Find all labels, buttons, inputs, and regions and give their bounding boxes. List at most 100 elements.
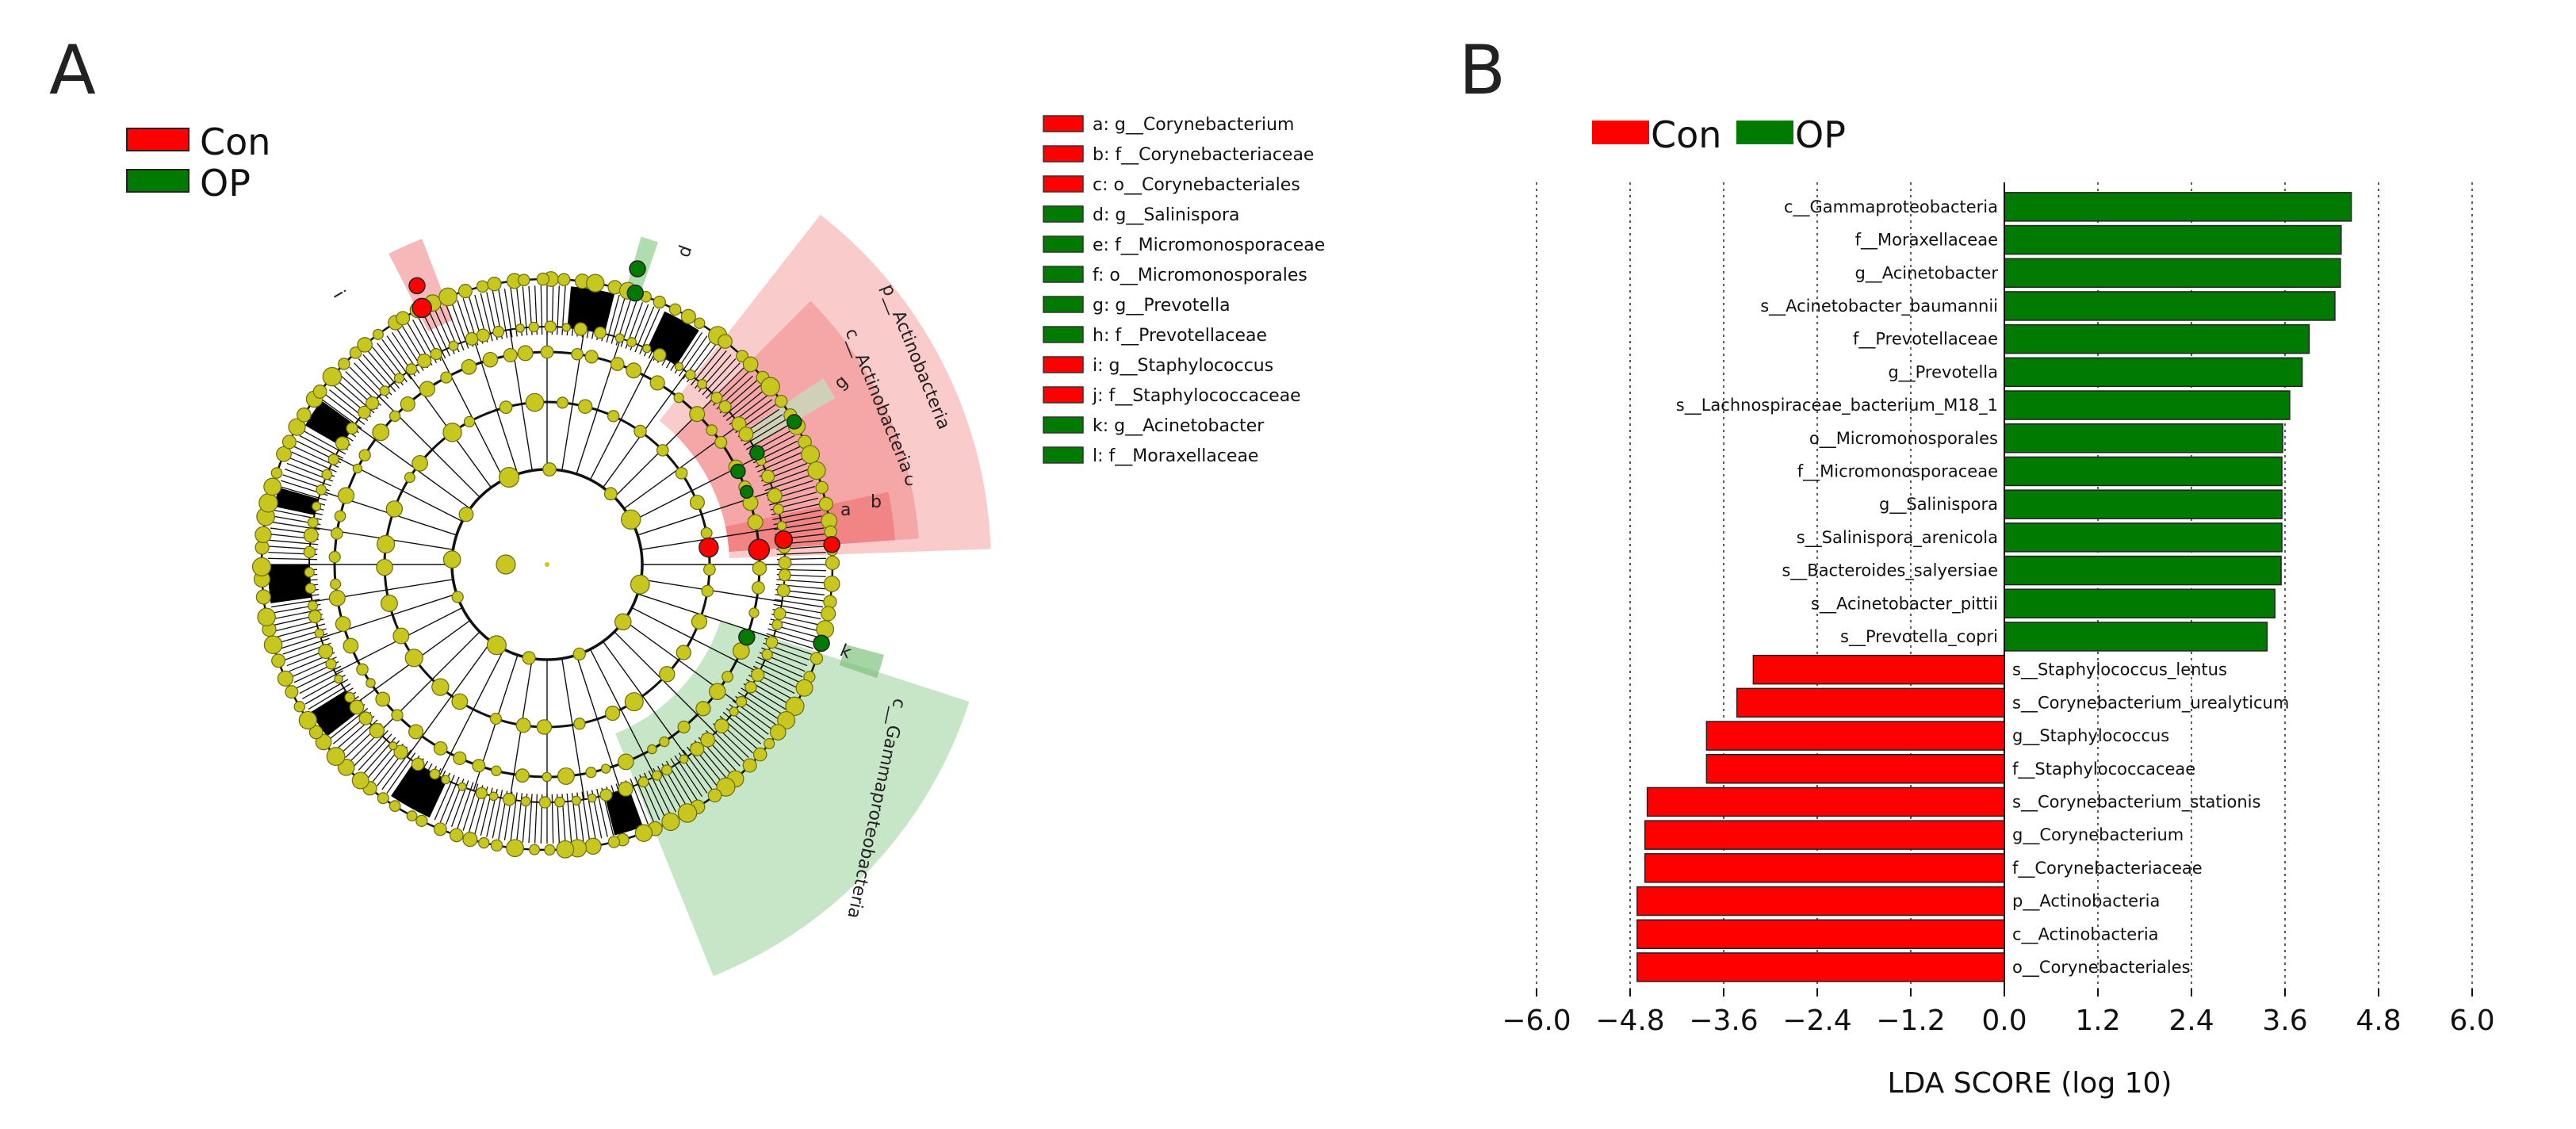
taxon-node [263,477,282,496]
legend-op-swatch [126,169,189,193]
lda-bar-label: s__Prevotella_copri [1840,627,1998,647]
lda-bar [1636,886,2005,917]
legend-b-con-swatch [1592,121,1649,144]
taxon-node [761,469,775,484]
key-label-e: e: f__Micromonosporaceae [1093,235,1325,255]
taxon-node [542,462,557,476]
taxon-node [600,764,611,774]
branch-line [576,654,622,791]
branch-line [631,607,760,673]
taxon-node [400,396,415,412]
significant-taxon-node [411,297,432,319]
significant-taxon-node [823,536,840,553]
taxon-node [544,320,557,333]
x-axis-title: LDA SCORE (log 10) [1888,1067,2172,1100]
taxon-node [554,796,565,808]
lda-bar [1636,952,2005,982]
taxon-node [764,737,775,750]
taxon-node [653,295,666,309]
taxon-node [377,792,389,805]
taxon-node [312,501,322,511]
taxon-node [701,584,714,598]
branch-line [354,424,471,510]
taxon-node [357,337,373,353]
cladogram: p__Actinobacteria c__Actinobacteria c__G… [251,214,991,977]
taxon-node [772,503,784,515]
taxon-node [365,396,380,411]
lda-bar [2004,555,2282,586]
x-tick-label: −4.8 [1595,1005,1664,1037]
significant-taxon-node [629,260,646,277]
lda-bar [1644,820,2005,850]
taxon-node [517,274,530,286]
taxon-node [815,480,829,495]
taxon-node [328,589,346,607]
taxon-node [633,424,647,438]
taxon-node [271,653,286,668]
panel-b: B Con OP c__Gammaproteobacteria f__Moraxe… [1459,31,2495,1100]
taxon-node [744,681,757,694]
taxon-node [496,554,516,575]
taxon-node [573,322,588,336]
key-label-i: i: g__Staphylococcus [1093,356,1273,376]
lda-bar [2004,224,2342,255]
significant-taxon-node [699,537,719,558]
legend-b-op-swatch [1736,121,1793,144]
taxon-node [372,328,384,340]
lda-bar-label: s__Salinispora_arenicola [1797,528,1998,548]
collapsed-clade [305,400,355,446]
branch-line [473,338,519,475]
taxon-node [610,357,625,371]
taxon-node [276,446,292,462]
taxon-node [680,308,696,324]
taxon-node [752,747,767,762]
taxon-node [557,767,575,785]
lda-bar [2004,489,2283,519]
taxon-node [490,839,503,852]
taxon-node [308,600,319,611]
taxon-node [489,712,502,725]
taxon-node [393,373,405,384]
taxon-node [335,436,350,451]
taxon-node [343,637,359,654]
taxon-node [475,786,488,799]
taxon-node [380,595,398,612]
lda-bar-label: f__Prevotellaceae [1853,330,1998,350]
taxon-node [457,782,467,791]
sector-k-acinetobacter [839,644,885,679]
taxon-node [778,568,791,582]
taxon-node [277,670,294,687]
taxon-node [285,685,299,699]
lda-bar-label: g__Salinispora [1879,495,1998,515]
taxon-node [652,770,663,781]
lda-bar-label: g__Staphylococcus [2012,726,2169,746]
taxon-node [389,800,401,813]
taxon-node [586,274,605,293]
taxon-node [472,759,486,773]
key-swatch-a [1043,115,1084,132]
taxon-node [825,555,840,571]
taxon-node [707,788,722,803]
taxon-node [801,445,821,465]
lda-bar [2004,588,2276,618]
taxon-node [697,379,708,389]
taxon-node [492,325,505,338]
taxon-node [393,744,408,760]
lda-bar-label: f__Staphylococcaceae [2012,760,2195,779]
taxon-node [572,647,586,661]
lda-bar-label: c__Actinobacteria [2012,924,2159,944]
taxon-node [676,645,691,660]
significant-taxon-node [748,538,771,561]
panel-a: A Con OP p__Actinobacteria c__Actinobact… [49,31,1325,977]
taxon-node [776,521,787,531]
taxon-node [448,340,459,351]
x-tick-label: 4.8 [2356,1005,2401,1037]
legend-b-con-label: Con [1651,113,1721,156]
taxon-node [304,583,316,594]
taxon-node [463,415,476,428]
taxon-node [351,771,369,790]
taxon-node [689,495,705,511]
taxon-node [685,369,696,381]
taxon-node [765,636,779,649]
lda-bar-label: s__Acinetobacter_pittii [1811,594,1998,614]
